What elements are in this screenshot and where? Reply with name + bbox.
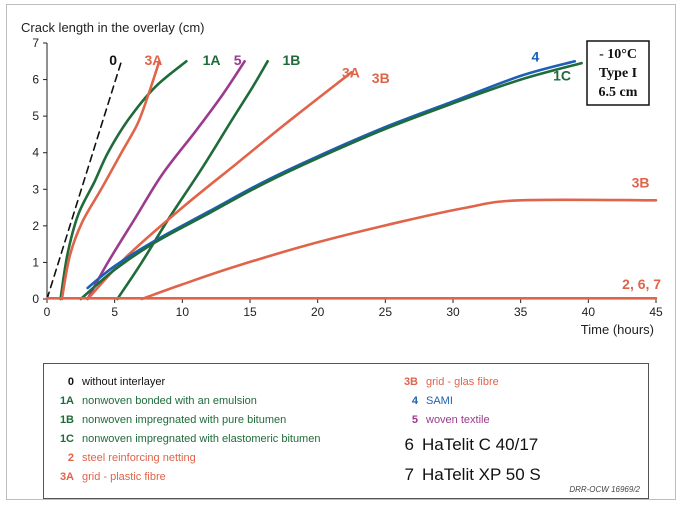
condition-text: 6.5 cm bbox=[599, 85, 638, 100]
x-tick-label: 5 bbox=[111, 305, 118, 319]
legend-description: grid - plastic fibre bbox=[82, 471, 166, 483]
series-label: 0 bbox=[109, 52, 117, 68]
legend-item: 1A nonwoven bonded with an emulsion bbox=[48, 391, 320, 410]
legend-description: nonwoven impregnated with elastomeric bi… bbox=[82, 433, 321, 445]
y-tick-label: 7 bbox=[32, 36, 39, 50]
legend-description: nonwoven bonded with an emulsion bbox=[82, 395, 257, 407]
legend-code: 0 bbox=[67, 376, 74, 388]
legend-item: 1B nonwoven impregnated with pure bitumen bbox=[48, 410, 320, 429]
legend-item: 6 HaTelit C 40/17 bbox=[392, 435, 541, 465]
y-tick-label: 3 bbox=[32, 182, 39, 196]
conditions-box bbox=[586, 40, 650, 106]
series-label: 5 bbox=[234, 52, 242, 68]
series-label: 1A bbox=[203, 52, 221, 68]
legend-code: 2 bbox=[67, 452, 74, 464]
series-label: 1C bbox=[553, 67, 571, 83]
legend-item: 0 without interlayer bbox=[48, 372, 320, 391]
legend-description: grid - glas fibre bbox=[426, 376, 499, 388]
x-tick-label: 35 bbox=[514, 305, 528, 319]
x-tick-label: 25 bbox=[379, 305, 393, 319]
series-line-0 bbox=[46, 60, 123, 300]
y-tick-label: 5 bbox=[32, 109, 39, 123]
legend-code: 1A bbox=[59, 395, 74, 407]
legend-description: nonwoven impregnated with pure bitumen bbox=[82, 414, 287, 426]
legend-item: 5 woven textile bbox=[392, 410, 541, 429]
legend-item: 7 HaTelit XP 50 S bbox=[392, 465, 541, 495]
x-tick-label: 0 bbox=[44, 305, 51, 319]
legend-item: 3A grid - plastic fibre bbox=[48, 467, 320, 486]
legend-description: steel reinforcing netting bbox=[82, 452, 196, 464]
x-tick-label: 10 bbox=[176, 305, 190, 319]
y-tick-label: 4 bbox=[32, 146, 39, 160]
series-label: 3A bbox=[342, 65, 360, 81]
legend-right-column: 3B grid - glas fibre 4 SAMI 5 woven textile 6 H… bbox=[392, 372, 541, 495]
x-tick-label: 30 bbox=[446, 305, 460, 319]
legend-code: 6 bbox=[404, 435, 414, 454]
legend-description: SAMI bbox=[426, 395, 453, 407]
x-tick-label: 45 bbox=[649, 305, 663, 319]
legend-code: 1B bbox=[59, 414, 74, 426]
series-label: 1B bbox=[282, 52, 300, 68]
series-line-3a bbox=[86, 71, 353, 301]
legend-code: 7 bbox=[404, 465, 414, 484]
legend-description: HaTelit C 40/17 bbox=[422, 435, 539, 454]
legend-code: 3B bbox=[403, 376, 418, 388]
source-note: DRR-OCW 16969/2 bbox=[569, 485, 640, 494]
series-label: 3A bbox=[144, 52, 162, 68]
legend-code: 5 bbox=[411, 414, 418, 426]
y-tick-label: 1 bbox=[32, 255, 39, 269]
y-axis-title: Crack length in the overlay (cm) bbox=[21, 20, 205, 35]
x-tick-label: 15 bbox=[243, 305, 257, 319]
series-line-4 bbox=[86, 60, 577, 290]
legend-item: 2 steel reinforcing netting bbox=[48, 448, 320, 467]
legend-description: woven textile bbox=[426, 414, 490, 426]
condition-text: - 10°C bbox=[599, 47, 637, 62]
legend-code: 4 bbox=[411, 395, 418, 407]
condition-text: Type I bbox=[599, 66, 637, 81]
series-line-3a bbox=[60, 60, 161, 301]
legend-description: HaTelit XP 50 S bbox=[422, 465, 541, 484]
series-line-1b bbox=[116, 60, 269, 301]
series-line-5 bbox=[86, 60, 246, 301]
legend-item: 4 SAMI bbox=[392, 391, 541, 410]
legend-item: 1C nonwoven impregnated with elastomeric … bbox=[48, 429, 321, 448]
legend-code: 3A bbox=[59, 471, 74, 483]
figure-frame: 0 5 10 15 20 25 30 35 40 45 0 1 2 3 4 5 6 7 Crack length i… bbox=[6, 4, 676, 500]
series-line-3b bbox=[140, 198, 658, 301]
legend-item: 3B grid - glas fibre bbox=[392, 372, 541, 391]
series-label: 4 bbox=[531, 48, 539, 64]
legend-left-column: 0 without interlayer 1A nonwoven bonded wit… bbox=[48, 372, 321, 486]
legend-code: 1C bbox=[59, 433, 74, 445]
x-tick-label: 20 bbox=[311, 305, 325, 319]
legend-description: without interlayer bbox=[82, 376, 166, 388]
y-tick-label: 6 bbox=[32, 73, 39, 87]
series-line-1c bbox=[79, 61, 583, 301]
series-line-1a bbox=[59, 60, 188, 301]
y-tick-label: 2 bbox=[32, 219, 39, 233]
x-tick-label: 40 bbox=[582, 305, 596, 319]
series-label: 3B bbox=[372, 70, 390, 86]
legend-box: 0 without interlayer 1A nonwoven bonded wit… bbox=[43, 363, 649, 499]
y-tick-label: 0 bbox=[32, 292, 39, 306]
series-label: 2, 6, 7 bbox=[622, 276, 661, 292]
series-label: 3B bbox=[632, 174, 650, 190]
x-axis-title: Time (hours) bbox=[581, 322, 654, 337]
